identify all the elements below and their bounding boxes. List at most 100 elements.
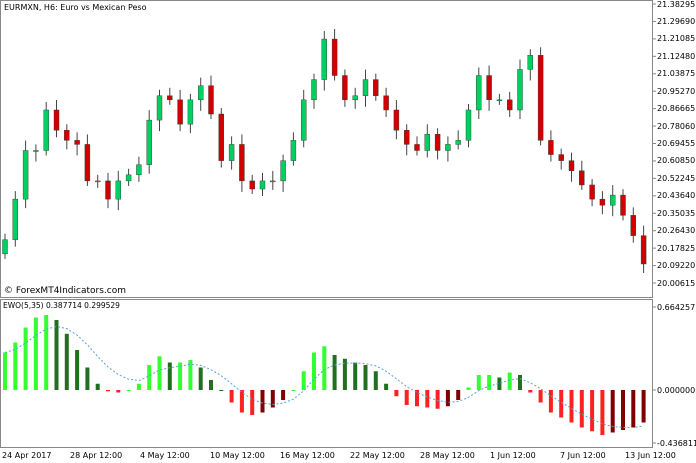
ewo-bar — [425, 390, 430, 408]
candle — [352, 95, 358, 101]
ewo-bar — [33, 317, 38, 390]
ewo-bar — [198, 367, 203, 390]
indicator-panel-frame — [0, 299, 653, 448]
candle — [187, 99, 194, 125]
y-tick-label: 20.60850 — [657, 156, 696, 166]
candle — [270, 180, 276, 183]
candle — [589, 184, 595, 200]
candle — [22, 150, 29, 200]
ewo-bar — [466, 387, 471, 390]
ewo-bar — [435, 390, 440, 409]
ewo-bar — [270, 390, 275, 408]
ewo-bar — [136, 383, 141, 390]
y-tick-label: 20.43640 — [657, 191, 696, 201]
ewo-bar — [569, 390, 574, 423]
candle — [579, 170, 585, 186]
y-tick-label: 20.09220 — [657, 261, 696, 271]
candle — [94, 180, 101, 183]
candle — [228, 144, 235, 161]
y-tick-label: 21.12480 — [657, 51, 696, 61]
x-tick-label: 13 Jun 12:00 — [625, 451, 676, 460]
candle — [527, 55, 533, 70]
candle — [167, 95, 173, 101]
ewo-bar — [239, 390, 244, 413]
x-tick-label: 24 Apr 2017 — [2, 451, 52, 460]
candle — [146, 119, 152, 165]
ewo-bar — [404, 390, 409, 405]
ewo-bar — [384, 383, 389, 390]
ewo-bar — [507, 372, 512, 390]
candle — [64, 130, 70, 141]
candle — [558, 154, 564, 161]
y-tick-label: 21.03875 — [657, 69, 696, 79]
candle — [84, 144, 91, 182]
candle — [177, 99, 183, 125]
ewo-bar — [116, 390, 121, 393]
candle — [156, 95, 163, 121]
candle — [12, 198, 19, 240]
y-tick-label: 20.35035 — [657, 208, 696, 218]
indicator-y-tick-label: 0.664257 — [657, 302, 696, 312]
y-axis-ticks — [652, 3, 656, 444]
y-tick-label: 20.52245 — [657, 173, 696, 183]
ewo-bar — [3, 352, 7, 390]
ewo-bar — [631, 390, 636, 428]
candle — [362, 79, 369, 96]
ewo-bar — [394, 390, 399, 397]
y-tick-label: 20.26430 — [657, 226, 696, 236]
ewo-bar — [559, 390, 564, 418]
x-tick-label: 28 May 12:00 — [420, 451, 475, 460]
ewo-bar — [260, 390, 265, 413]
candle — [43, 109, 49, 151]
indicator-title: EWO(5,35) 0.387714 0.299529 — [3, 301, 120, 310]
x-tick-label: 7 Jun 12:00 — [560, 451, 606, 460]
y-tick-label: 21.21085 — [657, 34, 696, 44]
ewo-bar — [528, 390, 533, 393]
price-panel-frame — [0, 0, 653, 298]
chart-title: EURMXN, H6: Euro vs Mexican Peso — [4, 3, 147, 12]
ewo-bar — [476, 375, 481, 390]
ewo-bar — [579, 390, 584, 428]
candle — [33, 150, 39, 152]
candle — [249, 180, 255, 190]
candle — [218, 113, 225, 161]
indicator-y-tick-label: -0.436811 — [657, 438, 696, 448]
ewo-bar — [23, 327, 28, 390]
ewo-bar — [332, 355, 337, 390]
candle — [115, 180, 122, 200]
candle — [640, 235, 647, 265]
candle — [517, 69, 523, 111]
ewo-bar — [312, 352, 316, 390]
y-tick-label: 21.38295 — [657, 0, 696, 9]
ewo-bar — [64, 333, 69, 390]
ewo-bar — [641, 390, 646, 423]
ewo-bar — [157, 356, 162, 390]
candle — [383, 95, 389, 111]
candle — [311, 79, 317, 101]
ewo-bar — [106, 390, 110, 392]
ewo-bar — [610, 390, 615, 433]
candle — [568, 160, 575, 171]
candle — [2, 239, 8, 255]
candle — [393, 109, 400, 131]
y-tick-label: 20.17825 — [657, 243, 696, 253]
ewo-bar — [44, 315, 49, 390]
candle — [455, 140, 461, 145]
candle — [486, 75, 492, 101]
candle — [537, 55, 544, 141]
y-tick-label: 21.29690 — [657, 16, 696, 26]
ewo-bar — [518, 375, 522, 390]
ewo-bar — [548, 390, 553, 413]
candle — [496, 99, 503, 102]
x-tick-label: 28 Apr 12:00 — [70, 451, 123, 460]
candle — [465, 109, 472, 141]
ewo-bar — [415, 390, 419, 407]
candle — [434, 134, 441, 151]
ewo-bar — [13, 342, 18, 390]
ewo-bar — [590, 390, 595, 432]
ewo-bar — [445, 390, 450, 407]
ewo-bar — [456, 390, 461, 400]
candle — [74, 140, 80, 145]
